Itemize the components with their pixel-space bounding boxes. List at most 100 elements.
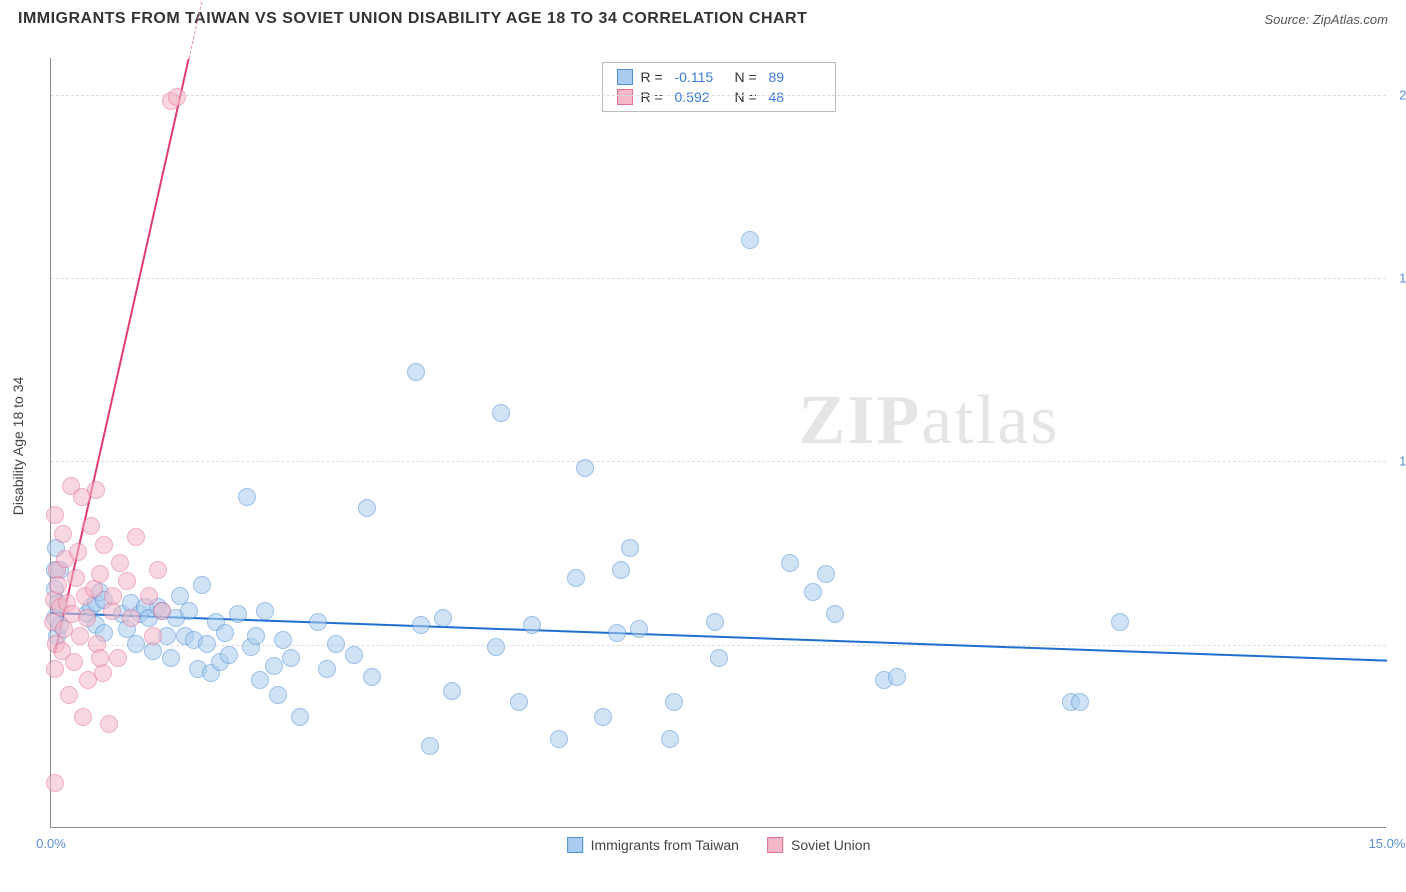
data-point — [407, 363, 425, 381]
y-axis-label: Disability Age 18 to 34 — [10, 377, 26, 516]
chart-source: Source: ZipAtlas.com — [1264, 12, 1388, 27]
x-tick-label: 0.0% — [36, 836, 66, 851]
data-point — [193, 576, 211, 594]
data-point — [54, 525, 72, 543]
data-point — [269, 686, 287, 704]
chart-title: IMMIGRANTS FROM TAIWAN VS SOVIET UNION D… — [18, 10, 807, 28]
data-point — [74, 708, 92, 726]
data-point — [144, 627, 162, 645]
data-point — [817, 565, 835, 583]
series-swatch — [617, 69, 633, 85]
data-point — [567, 569, 585, 587]
data-point — [109, 649, 127, 667]
x-tick-label: 15.0% — [1369, 836, 1406, 851]
y-tick-label: 10.0% — [1392, 454, 1406, 469]
data-point — [826, 605, 844, 623]
data-point — [550, 730, 568, 748]
data-point — [594, 708, 612, 726]
data-point — [46, 774, 64, 792]
watermark: ZIPatlas — [799, 381, 1060, 461]
scatter-plot: ZIPatlas R =-0.115N =89R =0.592N =48 Imm… — [50, 58, 1386, 828]
data-point — [358, 499, 376, 517]
data-point — [82, 517, 100, 535]
data-point — [608, 624, 626, 642]
stat-n-label: N = — [735, 69, 761, 85]
gridline — [51, 278, 1386, 279]
data-point — [291, 708, 309, 726]
data-point — [49, 576, 67, 594]
data-point — [149, 561, 167, 579]
data-point — [238, 488, 256, 506]
data-point — [153, 602, 171, 620]
chart-legend: Immigrants from Taiwan Soviet Union — [567, 837, 871, 853]
y-tick-label: 5.0% — [1392, 637, 1406, 652]
data-point — [612, 561, 630, 579]
correlation-stats-box: R = -0.115 N = 89 R = 0.592 N = 48 — [602, 62, 836, 112]
data-point — [168, 88, 186, 106]
data-point — [104, 587, 122, 605]
stats-row: R = 0.592 N = 48 — [603, 87, 835, 107]
data-point — [412, 616, 430, 634]
data-point — [140, 587, 158, 605]
data-point — [741, 231, 759, 249]
stat-r-label: R = — [641, 69, 667, 85]
data-point — [523, 616, 541, 634]
data-point — [576, 459, 594, 477]
data-point — [229, 605, 247, 623]
data-point — [256, 602, 274, 620]
data-point — [100, 715, 118, 733]
data-point — [247, 627, 265, 645]
y-tick-label: 20.0% — [1392, 87, 1406, 102]
data-point — [46, 506, 64, 524]
stat-r-label: R = — [641, 89, 667, 105]
legend-label: Soviet Union — [791, 837, 870, 853]
stat-r-value: -0.115 — [675, 69, 727, 85]
data-point — [95, 536, 113, 554]
data-point — [630, 620, 648, 638]
data-point — [265, 657, 283, 675]
data-point — [122, 609, 140, 627]
data-point — [127, 528, 145, 546]
data-point — [91, 649, 109, 667]
data-point — [1071, 693, 1089, 711]
data-point — [216, 624, 234, 642]
data-point — [69, 543, 87, 561]
data-point — [87, 481, 105, 499]
data-point — [220, 646, 238, 664]
data-point — [180, 602, 198, 620]
stat-r-value: 0.592 — [675, 89, 727, 105]
data-point — [781, 554, 799, 572]
data-point — [665, 693, 683, 711]
stat-n-value: 89 — [769, 69, 821, 85]
stat-n-value: 48 — [769, 89, 821, 105]
data-point — [65, 653, 83, 671]
data-point — [510, 693, 528, 711]
data-point — [282, 649, 300, 667]
data-point — [309, 613, 327, 631]
data-point — [46, 660, 64, 678]
data-point — [327, 635, 345, 653]
data-point — [888, 668, 906, 686]
data-point — [621, 539, 639, 557]
legend-swatch — [567, 837, 583, 853]
data-point — [363, 668, 381, 686]
data-point — [421, 737, 439, 755]
data-point — [111, 554, 129, 572]
data-point — [78, 609, 96, 627]
stats-row: R = -0.115 N = 89 — [603, 67, 835, 87]
data-point — [91, 565, 109, 583]
data-point — [67, 569, 85, 587]
data-point — [60, 686, 78, 704]
data-point — [804, 583, 822, 601]
data-point — [118, 572, 136, 590]
data-point — [443, 682, 461, 700]
data-point — [274, 631, 292, 649]
legend-label: Immigrants from Taiwan — [591, 837, 739, 853]
data-point — [71, 627, 89, 645]
data-point — [198, 635, 216, 653]
gridline — [51, 461, 1386, 462]
gridline — [51, 95, 1386, 96]
stat-n-label: N = — [735, 89, 761, 105]
data-point — [492, 404, 510, 422]
data-point — [661, 730, 679, 748]
